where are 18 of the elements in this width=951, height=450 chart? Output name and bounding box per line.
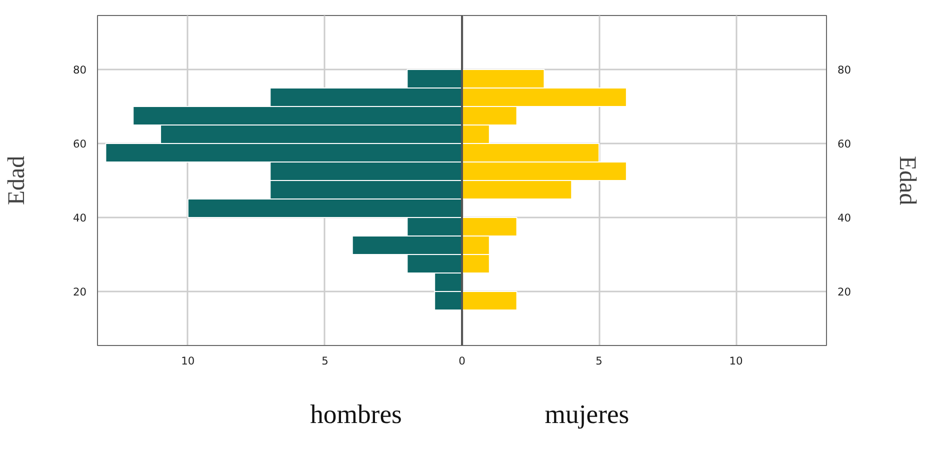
y-tick-label: 20 [72,285,87,298]
x-tick-label: 5 [596,354,602,368]
x-tick-label: 10 [729,354,744,368]
y-tick-label: 60 [72,138,87,151]
x-tick-label: 0 [458,354,466,368]
y2-tick-label: 40 [838,211,852,224]
text: hombres [310,398,402,431]
y2-tick-label: 80 [838,64,852,77]
x-tick-label: 5 [322,354,328,368]
y2-tick-label: 60 [838,138,852,151]
y2-tick-label: 20 [838,285,852,298]
bar [462,290,518,310]
y-axis-title: Edad [4,156,30,206]
y2-axis-title: Edad [894,156,920,206]
x-tick-label: 10 [181,354,195,368]
text: mujeres [544,398,630,431]
y-tick-label: 40 [72,211,87,224]
y-tick-label: 80 [72,64,87,77]
